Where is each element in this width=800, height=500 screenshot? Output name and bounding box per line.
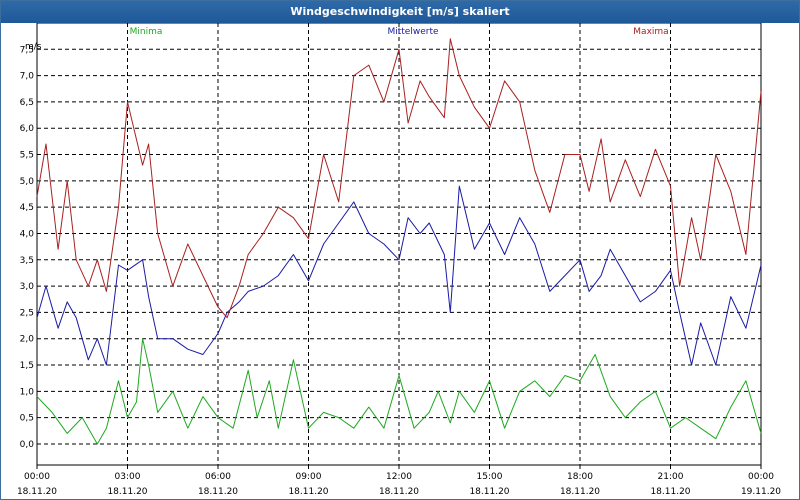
- y-tick-label: 1,5: [20, 361, 34, 371]
- legend: Minima Mittelwerte Maxima: [130, 27, 669, 37]
- y-tick-label: 4,0: [20, 229, 35, 239]
- legend-mittelwerte: Mittelwerte: [387, 27, 438, 37]
- x-tick-date: 18.11.20: [107, 487, 147, 497]
- tick-layer: 0,0 0,5 1,0 1,5 2,0 2,5 3,0 3,5 4,0 4,5 5,0 5,5 6,0 6…: [17, 45, 781, 497]
- x-tick-time: 00:00: [748, 472, 774, 482]
- x-tick-time: 09:00: [296, 472, 322, 482]
- y-tick-label: 2,0: [20, 335, 35, 345]
- y-tick-label: 7,5: [20, 45, 34, 55]
- x-tick-time: 12:00: [386, 472, 412, 482]
- x-tick-date: 18.11.20: [560, 487, 600, 497]
- chart-title: Windgeschwindigkeit [m/s] skaliert: [1, 1, 799, 23]
- x-tick-date: 18.11.20: [17, 487, 57, 497]
- axis-layer: m/s: [25, 23, 762, 466]
- x-tick-time: 06:00: [205, 472, 231, 482]
- y-tick-label: 1,0: [20, 387, 35, 397]
- y-tick-label: 2,5: [20, 308, 34, 318]
- x-tick-time: 18:00: [567, 472, 593, 482]
- chart-svg: m/s Minima Mittelwerte Maxima 0,0 0,5 1,0 1…: [17, 23, 781, 497]
- x-tick-date: 18.11.20: [469, 487, 509, 497]
- x-tick-time: 15:00: [477, 472, 503, 482]
- x-tick-time: 03:00: [115, 472, 141, 482]
- x-tick-date: 18.11.20: [288, 487, 328, 497]
- y-tick-label: 0,5: [20, 414, 34, 424]
- legend-maxima: Maxima: [633, 27, 668, 37]
- y-tick-label: 3,5: [20, 256, 34, 266]
- x-tick-date: 19.11.20: [741, 487, 781, 497]
- y-tick-label: 5,5: [20, 151, 34, 161]
- y-tick-label: 4,5: [20, 203, 34, 213]
- x-tick-time: 21:00: [658, 472, 684, 482]
- x-tick-date: 18.11.20: [198, 487, 238, 497]
- y-tick-label: 6,0: [20, 124, 35, 134]
- x-tick-date: 18.11.20: [379, 487, 419, 497]
- series-line-maxima: [36, 38, 762, 319]
- series-line-minima: [36, 338, 762, 445]
- y-tick-label: 6,5: [20, 98, 34, 108]
- y-tick-label: 5,0: [20, 177, 35, 187]
- y-tick-label: 0,0: [20, 440, 35, 450]
- x-tick-time: 00:00: [24, 472, 50, 482]
- y-tick-label: 3,0: [20, 282, 35, 292]
- y-tick-label: 7,0: [20, 72, 35, 82]
- series-layer: [36, 38, 762, 445]
- x-tick-date: 18.11.20: [650, 487, 690, 497]
- y-axis-label: m/s: [25, 42, 42, 52]
- series-line-mittelwerte: [36, 185, 762, 366]
- legend-minima: Minima: [130, 27, 163, 37]
- grid-layer: [37, 23, 761, 465]
